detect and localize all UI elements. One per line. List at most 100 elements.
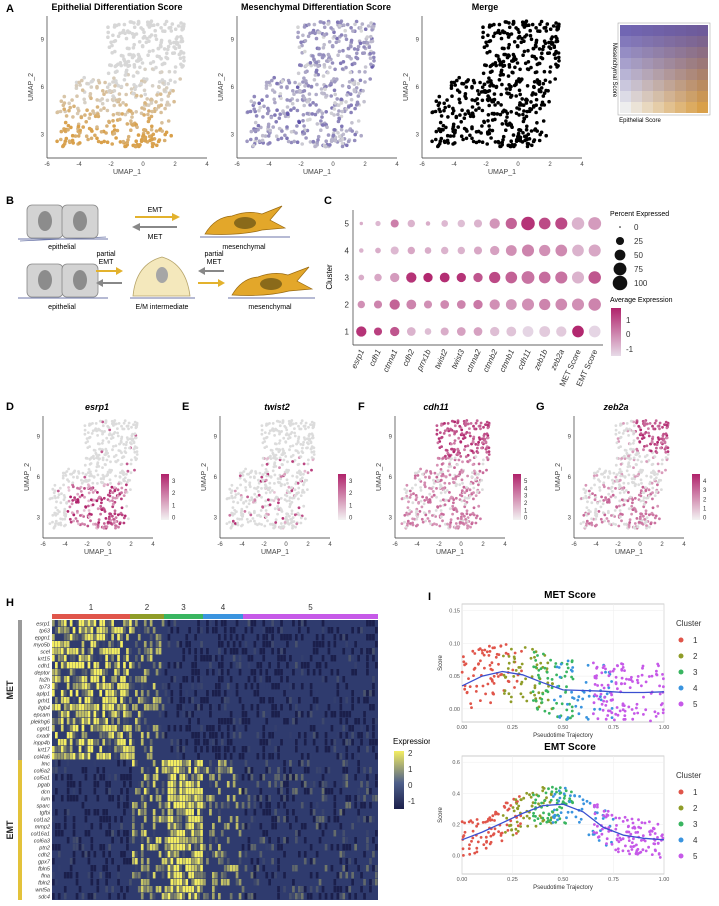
umap-cell-point: [318, 20, 323, 24]
umap-cell-point: [314, 36, 319, 41]
heatmap-cell: [84, 704, 88, 711]
y-axis-label: Cluster: [325, 264, 334, 290]
feature-cell-point: [296, 471, 299, 474]
heatmap-cell: [176, 704, 180, 711]
heatmap-cell: [161, 620, 165, 627]
feature-cell-point: [266, 498, 270, 502]
heatmap-cell: [220, 676, 224, 683]
umap-cell-point: [545, 22, 550, 26]
umap-cell-point: [149, 33, 154, 37]
heatmap-cell: [69, 725, 73, 732]
heatmap-cell: [321, 711, 325, 718]
feature-cell-point: [450, 447, 453, 451]
umap-cell-point: [302, 124, 306, 128]
feature-cell-point: [228, 496, 231, 500]
feature-cell-point: [112, 518, 115, 521]
feature-cell-point: [448, 507, 452, 511]
umap-cell-point: [369, 21, 373, 25]
feature-cell-point: [611, 481, 615, 485]
heatmap-cell: [277, 662, 280, 669]
feature-cell-point: [651, 435, 655, 439]
umap-cell-point: [330, 61, 335, 65]
feature-cell-point: [297, 506, 301, 510]
heatmap-cell: [99, 690, 103, 697]
feature-cell-point: [134, 426, 138, 430]
heatmap-cell: [135, 620, 138, 627]
umap-cell-point: [554, 62, 558, 67]
umap-cell-point: [135, 59, 139, 63]
umap-cell-point: [170, 22, 175, 26]
heatmap-cell: [265, 718, 269, 725]
feature-cell-point: [87, 478, 91, 482]
feature-cell-point: [236, 521, 240, 525]
feature-cell-point: [127, 427, 130, 431]
heatmap-cell: [102, 732, 106, 739]
umap-cell-point: [149, 97, 154, 102]
heatmap-cell: [220, 718, 224, 725]
feature-cell-point: [121, 427, 125, 431]
heatmap-cell: [229, 676, 233, 683]
umap-cell-point: [138, 143, 142, 147]
heatmap-cell: [63, 697, 67, 704]
feature-cell-point: [90, 432, 94, 435]
feature-cell-point: [644, 486, 648, 489]
umap-cell-point: [156, 139, 161, 144]
umap-cell-point: [64, 136, 69, 141]
umap-cell-point: [339, 114, 344, 119]
umap-cell-point: [274, 120, 279, 124]
heatmap-cell: [262, 697, 266, 704]
feature-cell-point: [651, 506, 655, 510]
umap-cell-point: [315, 82, 319, 87]
umap-cell-point: [504, 128, 508, 132]
umap-cell-point: [472, 80, 477, 85]
feature-cell-point: [423, 485, 427, 489]
feature-cell-point: [109, 481, 112, 485]
heatmap-cell: [117, 676, 120, 683]
feature-cell-point: [630, 504, 634, 508]
feature-cell-point: [432, 481, 436, 485]
feature-cell-point: [472, 513, 476, 517]
legend-cell: [631, 58, 642, 69]
umap-cell-point: [249, 129, 254, 134]
umap-cell-point: [289, 140, 294, 145]
feature-cell-point: [311, 458, 315, 462]
heatmap-cell: [188, 718, 191, 725]
dotplot-dot: [571, 298, 585, 311]
umap-cell-point: [80, 78, 84, 83]
umap-cell-point: [159, 110, 163, 115]
heatmap-cell: [111, 641, 114, 648]
heatmap-cell: [102, 634, 106, 641]
umap-cell-point: [298, 63, 302, 67]
umap-cell-point: [490, 111, 495, 116]
feature-cell-point: [582, 496, 585, 500]
dotplot-dot: [572, 244, 584, 257]
heatmap-cell: [235, 690, 239, 697]
feature-cell-point: [125, 462, 129, 466]
feature-cell-point: [277, 508, 281, 511]
umap-cell-point: [324, 110, 329, 114]
feature-cell-point: [119, 481, 123, 485]
feature-cell-point: [84, 505, 88, 509]
feature-cell-point: [614, 428, 618, 432]
dotplot-dot: [456, 327, 466, 336]
umap-cell-point: [263, 134, 268, 138]
feature-cell-point: [284, 517, 288, 520]
feature-cell-point: [485, 468, 488, 472]
heatmap-cell: [197, 718, 200, 725]
umap-cell-point: [265, 94, 269, 98]
heatmap-cell: [120, 725, 123, 732]
umap-cell-point: [493, 61, 498, 65]
heatmap-cell: [105, 669, 108, 676]
umap-cell-point: [368, 77, 373, 81]
feature-cell-point: [273, 434, 276, 437]
heatmap-cell: [87, 655, 91, 662]
feature-cell-point: [611, 522, 615, 526]
dotplot-dot: [490, 245, 500, 256]
heatmap-cell: [271, 627, 274, 634]
umap-cell-point: [93, 133, 97, 138]
heatmap-cell: [223, 704, 227, 711]
feature-cell-point: [78, 495, 82, 499]
umap-cell-point: [548, 65, 553, 69]
heatmap-cell: [117, 627, 120, 634]
epithelial-label: epithelial: [48, 244, 76, 251]
